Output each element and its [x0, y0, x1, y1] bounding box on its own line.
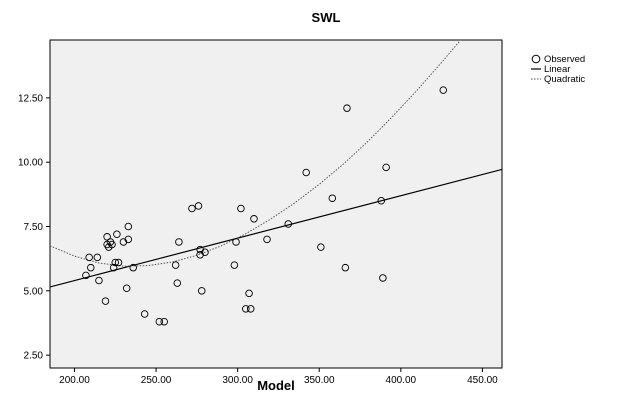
observed-point: [194, 202, 203, 210]
points-layer: [82, 86, 448, 326]
observed-point: [263, 235, 271, 244]
observed-point: [284, 220, 292, 228]
observed-point: [246, 305, 255, 313]
observed-point: [302, 168, 310, 177]
x-tick-label: 450.00: [467, 375, 498, 386]
x-tick-label: 300.00: [222, 375, 253, 386]
y-axis: 2.50 5.00 7.50 10.00 12.50: [18, 93, 50, 362]
observed-point: [101, 297, 110, 305]
x-axis: 200.00 250.00 300.00 350.00 400.00 450.00: [59, 368, 498, 386]
linear-fit-line: [50, 168, 502, 288]
legend-linear-label: Linear: [544, 64, 570, 75]
observed-point: [328, 194, 337, 202]
y-tick-label: 12.50: [18, 93, 43, 104]
chart-title: SWL: [312, 10, 341, 25]
observed-point: [377, 197, 386, 205]
quadratic-fit-curve: [50, 40, 462, 267]
observed-point: [379, 274, 387, 282]
observed-point: [232, 238, 240, 246]
observed-point: [343, 104, 351, 112]
observed-point: [160, 317, 168, 326]
observed-point: [188, 204, 196, 213]
observed-point: [382, 163, 390, 172]
observed-point: [113, 230, 121, 238]
observed-point: [201, 248, 209, 256]
observed-point: [242, 305, 250, 313]
observed-point: [122, 284, 131, 293]
observed-point: [439, 86, 448, 94]
y-tick-label: 5.00: [24, 286, 44, 297]
observed-point: [237, 204, 245, 213]
observed-point: [124, 235, 133, 244]
observed-point: [173, 279, 182, 287]
observed-point: [317, 243, 325, 251]
plot-layer: [50, 40, 502, 288]
observed-point: [140, 310, 149, 318]
observed-point: [341, 263, 350, 272]
observed-point: [111, 258, 120, 267]
observed-point: [124, 222, 133, 231]
observed-point: [114, 258, 123, 267]
legend-observed-label: Observed: [544, 54, 585, 65]
observed-point: [171, 261, 180, 269]
observed-point: [109, 263, 118, 272]
y-tick-label: 10.00: [18, 158, 43, 169]
observed-point: [87, 263, 95, 272]
y-tick-label: 2.50: [24, 351, 44, 362]
observed-point: [93, 253, 102, 262]
observed-point: [108, 240, 116, 249]
x-tick-label: 350.00: [304, 375, 335, 386]
plot-area: [49, 39, 503, 369]
legend-quadratic-label: Quadratic: [544, 74, 585, 85]
observed-point: [85, 253, 93, 262]
observed-point: [129, 263, 137, 272]
observed-point: [245, 289, 253, 298]
x-tick-label: 200.00: [59, 375, 90, 386]
observed-point: [230, 261, 239, 269]
y-tick-label: 7.50: [24, 222, 44, 233]
observed-point: [250, 215, 258, 223]
observed-point: [197, 287, 206, 295]
observed-point: [95, 276, 103, 285]
x-tick-label: 250.00: [141, 375, 172, 386]
observed-point: [175, 238, 183, 246]
observed-point: [155, 317, 164, 326]
x-tick-label: 400.00: [386, 375, 417, 386]
observed-point: [103, 233, 111, 241]
legend-observed-marker: [531, 54, 541, 64]
x-axis-label: Model: [257, 378, 295, 393]
observed-point: [82, 271, 90, 280]
